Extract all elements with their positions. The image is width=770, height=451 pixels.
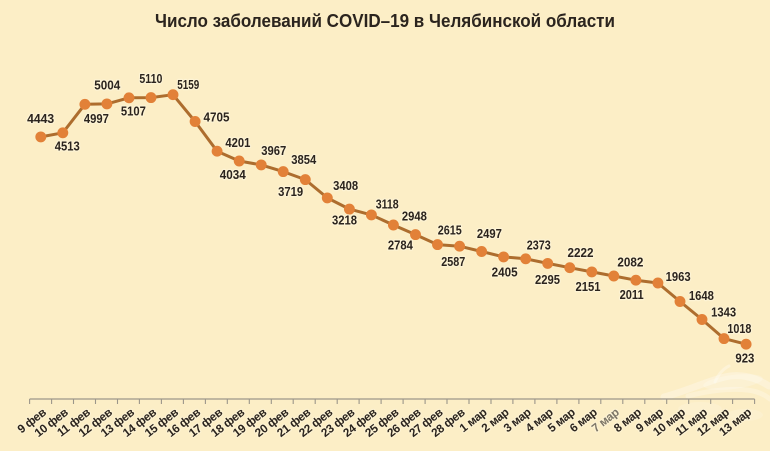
svg-text:2151: 2151 (576, 279, 601, 294)
svg-text:5159: 5159 (177, 77, 199, 92)
svg-text:2784: 2784 (388, 237, 414, 252)
svg-text:923: 923 (735, 351, 754, 366)
svg-text:3218: 3218 (332, 213, 357, 228)
svg-text:1018: 1018 (727, 321, 751, 336)
svg-text:1343: 1343 (711, 305, 736, 320)
svg-text:2587: 2587 (441, 254, 465, 269)
svg-text:5004: 5004 (94, 78, 121, 93)
svg-text:3408: 3408 (333, 178, 358, 193)
svg-text:4034: 4034 (220, 167, 247, 182)
svg-text:5110: 5110 (139, 71, 162, 86)
svg-text:4201: 4201 (225, 135, 250, 150)
svg-text:Число заболеваний COVID–19 в Ч: Число заболеваний COVID–19 в Челябинской… (155, 10, 615, 31)
svg-text:2222: 2222 (568, 245, 594, 260)
svg-text:1648: 1648 (689, 288, 714, 303)
svg-text:4443: 4443 (27, 111, 54, 126)
svg-text:2373: 2373 (527, 237, 551, 252)
svg-text:2082: 2082 (617, 255, 643, 270)
svg-text:2948: 2948 (402, 209, 427, 224)
svg-text:5107: 5107 (121, 104, 146, 119)
svg-text:4997: 4997 (84, 111, 109, 126)
svg-text:3118: 3118 (376, 196, 399, 211)
svg-text:2405: 2405 (492, 265, 518, 280)
svg-text:4513: 4513 (55, 139, 80, 154)
svg-text:4705: 4705 (204, 110, 230, 125)
svg-text:3719: 3719 (278, 184, 303, 199)
svg-text:1963: 1963 (666, 269, 691, 284)
svg-text:2615: 2615 (438, 222, 462, 237)
svg-text:2497: 2497 (477, 226, 502, 241)
svg-text:2011: 2011 (620, 287, 644, 302)
svg-text:3854: 3854 (291, 152, 317, 167)
svg-text:3967: 3967 (261, 143, 286, 158)
svg-text:2295: 2295 (535, 272, 560, 287)
